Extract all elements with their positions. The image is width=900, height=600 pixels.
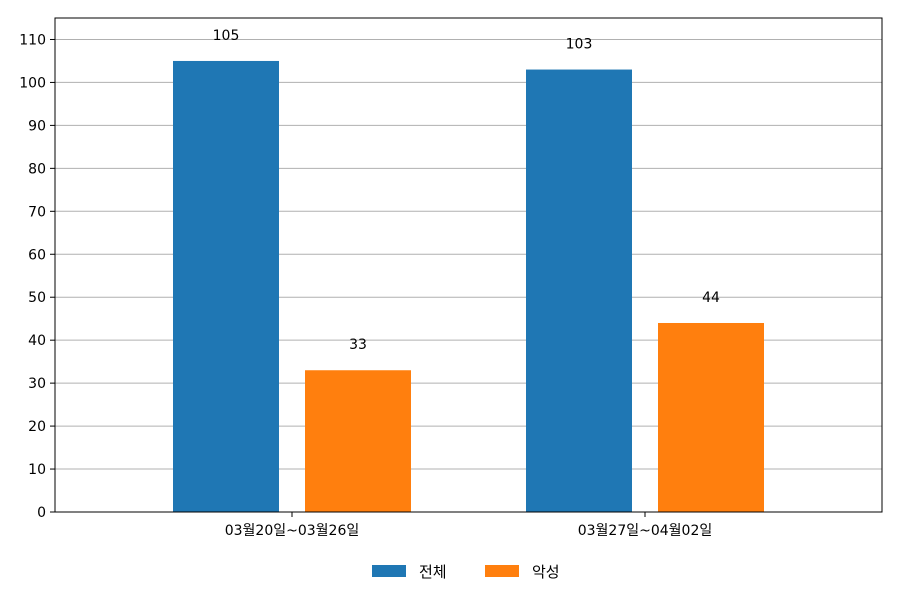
y-tick-label: 110 (19, 32, 46, 48)
y-tick-label: 100 (19, 75, 46, 91)
legend-label: 악성 (532, 563, 560, 581)
bar-malicious (658, 322, 764, 512)
y-tick-label: 70 (28, 204, 46, 220)
data-label: 33 (349, 337, 367, 353)
legend-label: 전체 (419, 563, 447, 581)
data-label: 105 (213, 28, 240, 44)
legend-swatch (372, 565, 406, 577)
bar-total (526, 69, 632, 513)
plot-frame (54, 17, 883, 513)
y-tick-label: 0 (37, 505, 46, 521)
legend: 전체 악성 (372, 563, 560, 581)
x-axis: 03월20일~03월26일 03월27일~04월02일 (225, 512, 713, 539)
y-tick-label: 20 (28, 419, 46, 435)
data-label: 44 (702, 290, 720, 306)
x-tick-label: 03월20일~03월26일 (225, 523, 360, 539)
y-tick-label: 50 (28, 290, 46, 306)
y-tick-label: 80 (28, 161, 46, 177)
x-tick-label: 03월27일~04월02일 (578, 523, 713, 539)
data-labels: 105 33 103 44 (213, 28, 720, 353)
y-tick-label: 40 (28, 333, 46, 349)
y-tick-label: 60 (28, 247, 46, 263)
bar-total (173, 60, 279, 513)
y-axis: 0 10 20 30 40 50 60 70 80 90 100 110 (19, 32, 55, 521)
bars (173, 60, 764, 513)
bar-malicious (305, 370, 411, 512)
y-tick-label: 30 (28, 376, 46, 392)
legend-swatch (485, 565, 519, 577)
y-tick-label: 90 (28, 118, 46, 134)
data-label: 103 (566, 37, 593, 53)
y-tick-label: 10 (28, 462, 46, 478)
